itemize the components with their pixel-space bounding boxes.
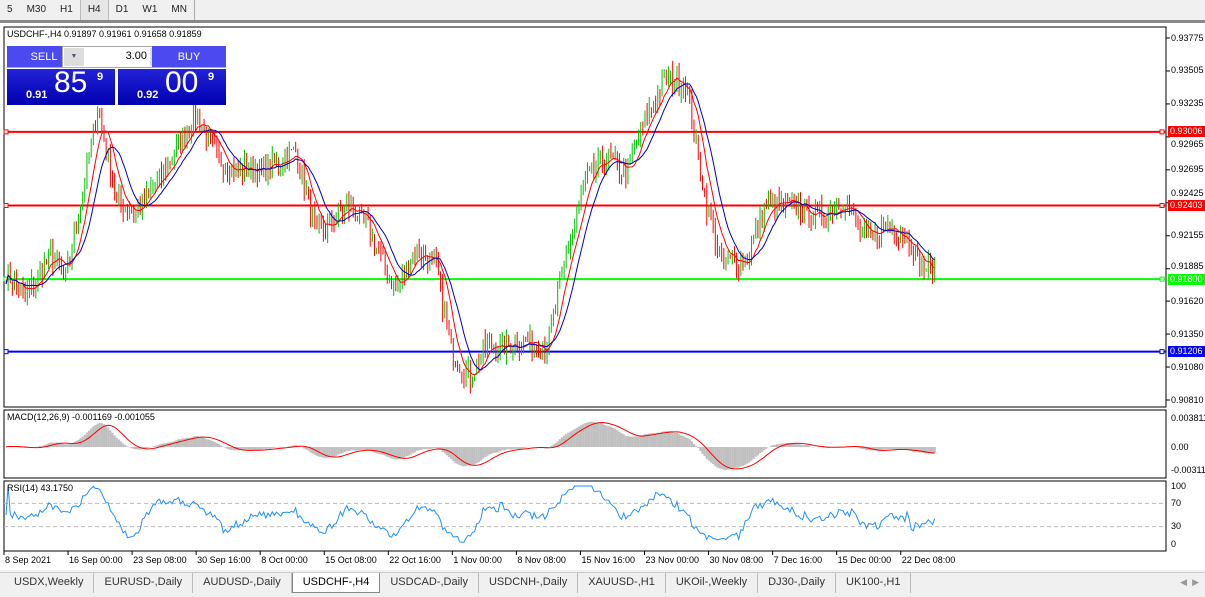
rsi-axis-label: 30	[1171, 521, 1182, 532]
macd-axis-label: 0.00	[1171, 441, 1189, 452]
date-axis-label: 15 Nov 16:00	[581, 555, 635, 565]
one-click-trade-panel: SELL ▼ 3.00 ▲ BUY 0.91 85 9 0.92 00 9	[7, 46, 226, 105]
main-pane-frame	[3, 26, 1167, 408]
rsi-axis-label: 0	[1171, 538, 1177, 549]
price-axis-label: 0.91885	[1171, 261, 1204, 272]
macd-signal-line	[5, 422, 935, 470]
buy-price-prefix: 0.92	[137, 89, 159, 101]
chart-header: USDCHF-,H4 0.91897 0.91961 0.91658 0.918…	[7, 29, 202, 39]
buy-price-pip: 9	[208, 71, 215, 83]
date-axis-label: 8 Sep 2021	[5, 555, 52, 565]
toolbar-divider	[193, 0, 195, 20]
timeframe-m30[interactable]: M30	[26, 4, 47, 15]
date-axis-label: 8 Nov 08:00	[517, 555, 566, 565]
chart-tab[interactable]: USDCNH-,Daily	[479, 573, 579, 593]
chart-tab[interactable]: UKOil-,Weekly	[666, 573, 759, 593]
chart-tab[interactable]: AUDUSD-,Daily	[193, 573, 292, 593]
candles	[7, 60, 936, 394]
timeframe-w1[interactable]: W1	[142, 4, 158, 15]
date-axis-label: 23 Nov 00:00	[645, 555, 700, 565]
macd-pane-frame	[3, 409, 1167, 479]
fast-moving-average	[5, 77, 935, 376]
date-axis-label: 30 Sep 16:00	[197, 555, 251, 565]
level-handle[interactable]	[3, 129, 9, 135]
level-handle[interactable]	[1159, 203, 1165, 209]
chart-tab[interactable]: UK100-,H1	[836, 573, 912, 593]
date-axis-label: 8 Oct 00:00	[261, 555, 308, 565]
level-price-tag: 0.91206	[1168, 346, 1205, 358]
level-handle[interactable]	[3, 349, 9, 355]
lot-size-input[interactable]: ▼ 3.00 ▲	[62, 46, 172, 68]
sell-price[interactable]: 0.91 85 9	[7, 66, 115, 105]
price-axis-label: 0.90810	[1171, 394, 1204, 405]
chart-tab[interactable]: DJ30-,Daily	[758, 573, 837, 593]
price-axis-label: 0.92965	[1171, 138, 1204, 149]
rsi-line	[5, 485, 936, 543]
date-axis-label: 7 Dec 16:00	[773, 555, 823, 565]
sell-price-prefix: 0.91	[26, 89, 48, 101]
level-handle[interactable]	[1159, 276, 1165, 282]
chart-tab[interactable]: USDCAD-,Daily	[380, 573, 479, 593]
macd-histogram	[7, 421, 936, 470]
timeframe-mn[interactable]: MN	[171, 4, 187, 15]
timeframe-d1[interactable]: D1	[115, 4, 129, 15]
price-axis-label: 0.93775	[1171, 32, 1204, 43]
buy-price[interactable]: 0.92 00 9	[118, 66, 226, 105]
tab-scroll-arrows[interactable]: ◀ ▶	[1180, 577, 1199, 587]
timeframe-h1[interactable]: H1	[60, 4, 73, 15]
chart-tabs: USDX,Weekly EURUSD-,Daily AUDUSD-,Daily USD…	[0, 572, 1205, 597]
buy-button[interactable]: BUY	[152, 46, 226, 68]
rsi-axis-label: 100	[1171, 480, 1187, 491]
date-axis-label: 15 Dec 00:00	[837, 555, 892, 565]
level-price-tag: 0.93006	[1168, 126, 1205, 138]
chart-tab[interactable]: USDX,Weekly	[4, 573, 95, 593]
date-axis-label: 1 Nov 00:00	[453, 555, 502, 565]
rsi-label: RSI(14) 43.1750	[7, 483, 74, 493]
price-axis-label: 0.92425	[1171, 187, 1204, 198]
date-axis-label: 15 Oct 08:00	[325, 555, 377, 565]
price-chart[interactable]	[0, 23, 1205, 573]
sell-price-big: 85	[54, 66, 88, 99]
date-axis-label: 22 Dec 08:00	[901, 555, 956, 565]
date-axis-label: 30 Nov 08:00	[709, 555, 764, 565]
date-axis-label: 22 Oct 16:00	[389, 555, 441, 565]
date-axis-label: 23 Sep 08:00	[133, 555, 187, 565]
level-handle[interactable]	[1159, 349, 1165, 355]
macd-axis-label: -0.00311	[1171, 464, 1205, 475]
rsi-pane-frame	[3, 480, 1167, 552]
sell-price-pip: 9	[97, 71, 104, 83]
chart-window[interactable]: USDCHF-,H4 0.91897 0.91961 0.91658 0.918…	[0, 20, 1205, 570]
timeframe-5[interactable]: 5	[7, 4, 13, 15]
slow-moving-average	[5, 83, 935, 371]
chart-tab[interactable]: USDCHF-,H4	[291, 573, 381, 593]
level-handle[interactable]	[3, 203, 9, 209]
price-axis-label: 0.91080	[1171, 361, 1204, 372]
buy-price-big: 00	[165, 66, 199, 99]
level-handle[interactable]	[1159, 129, 1165, 135]
timeframe-toolbar: 5 M30 H1 H4 D1 W1 MN	[0, 0, 1205, 20]
chart-tab[interactable]: XAUUSD-,H1	[578, 573, 666, 593]
lot-value[interactable]: 3.00	[125, 50, 147, 62]
timeframe-h4[interactable]: H4	[79, 0, 109, 20]
chart-tab[interactable]: EURUSD-,Daily	[94, 573, 194, 593]
price-axis-label: 0.91620	[1171, 295, 1204, 306]
price-axis-label: 0.92695	[1171, 164, 1204, 175]
price-axis-label: 0.91350	[1171, 328, 1204, 339]
macd-label: MACD(12,26,9) -0.001169 -0.001055	[7, 412, 155, 422]
price-axis-label: 0.93235	[1171, 98, 1204, 109]
price-axis-label: 0.93505	[1171, 65, 1204, 76]
macd-axis-label: 0.003811	[1171, 412, 1205, 423]
lot-decrease-button[interactable]: ▼	[64, 48, 84, 66]
level-price-tag: 0.92403	[1168, 200, 1205, 211]
level-price-tag: 0.91800	[1168, 273, 1205, 285]
date-axis-label: 16 Sep 00:00	[69, 555, 123, 565]
price-axis-label: 0.92155	[1171, 230, 1204, 241]
rsi-axis-label: 70	[1171, 497, 1182, 508]
